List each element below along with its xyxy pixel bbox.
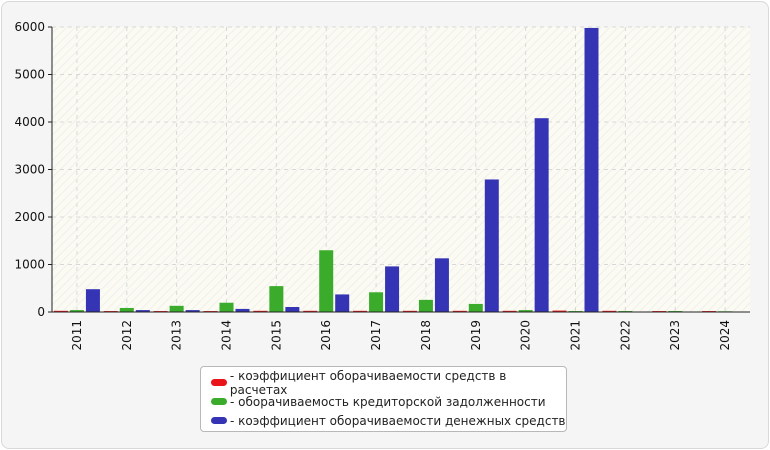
plot-area xyxy=(52,27,750,312)
bar-2017-series-0 xyxy=(353,310,368,312)
bar-2016-series-1 xyxy=(319,250,334,312)
legend-label: - коэффициент оборачиваемости денежных с… xyxy=(230,413,566,428)
bar-2021-series-2 xyxy=(584,27,599,312)
legend-item: - оборачиваемость кредиторской задолженн… xyxy=(211,392,566,411)
bar-2014-series-1 xyxy=(219,302,234,312)
legend: - коэффициент оборачиваемости средств в … xyxy=(200,366,567,432)
x-tick-label: 2011 xyxy=(70,320,84,351)
legend-swatch-blue xyxy=(211,417,227,424)
bar-2011-series-2 xyxy=(85,289,100,312)
y-tick-label: 0 xyxy=(37,305,45,319)
bar-2013-series-1 xyxy=(169,305,184,312)
legend-item: - коэффициент оборачиваемости средств в … xyxy=(211,369,566,397)
bar-2020-series-2 xyxy=(534,118,549,312)
y-tick-label: 4000 xyxy=(14,115,45,129)
legend-label: - коэффициент оборачиваемости средств в … xyxy=(229,368,507,397)
legend-swatch-green xyxy=(211,398,227,405)
bar-2011-series-0 xyxy=(53,310,68,312)
bar-2020-series-1 xyxy=(518,310,533,312)
x-tick-label: 2014 xyxy=(220,320,234,351)
bar-2017-series-1 xyxy=(369,292,384,312)
bar-2014-series-2 xyxy=(235,308,250,312)
legend-swatch-red xyxy=(211,379,227,386)
x-axis-ticks: 2011 2012 2013 2014 2015 2016 2017 2018 2019 2020… xyxy=(70,320,732,351)
bar-2019-series-1 xyxy=(468,303,483,312)
bar-2015-series-1 xyxy=(269,286,284,312)
bar-2016-series-2 xyxy=(335,294,350,312)
bar-2016-series-0 xyxy=(303,310,318,312)
bar-2017-series-2 xyxy=(385,266,400,312)
x-tick-label: 2020 xyxy=(519,320,533,351)
x-tick-label: 2017 xyxy=(369,320,383,351)
bars xyxy=(53,27,733,312)
x-tick-label: 2021 xyxy=(569,320,583,351)
y-axis-ticks: 0 1000 2000 3000 4000 5000 6000 xyxy=(14,20,45,319)
x-tick-label: 2018 xyxy=(419,320,433,351)
legend-label: - оборачиваемость кредиторской задолженн… xyxy=(230,394,546,409)
bar-2018-series-2 xyxy=(434,258,449,312)
x-tick-label: 2022 xyxy=(618,320,632,351)
bar-2019-series-0 xyxy=(452,310,467,312)
bar-2011-series-1 xyxy=(69,310,84,312)
axes xyxy=(48,26,750,313)
y-tick-label: 3000 xyxy=(14,163,45,177)
y-tick-label: 1000 xyxy=(14,258,45,272)
x-tick-label: 2013 xyxy=(170,320,184,351)
bar-2019-series-2 xyxy=(484,179,499,312)
bar-2015-series-2 xyxy=(285,307,300,312)
x-tick-label: 2023 xyxy=(668,320,682,351)
bar-2012-series-1 xyxy=(119,307,134,312)
y-tick-label: 6000 xyxy=(14,20,45,34)
bar-2020-series-0 xyxy=(502,310,517,312)
x-tick-label: 2024 xyxy=(718,320,732,351)
bar-2015-series-0 xyxy=(253,310,268,312)
legend-item: - коэффициент оборачиваемости денежных с… xyxy=(211,411,566,430)
y-tick-label: 5000 xyxy=(14,68,45,82)
bar-2021-series-0 xyxy=(552,310,567,312)
x-tick-label: 2012 xyxy=(120,320,134,351)
x-tick-label: 2016 xyxy=(319,320,333,351)
x-tick-label: 2015 xyxy=(269,320,283,351)
bar-2022-series-0 xyxy=(602,310,617,312)
bar-2012-series-2 xyxy=(135,310,150,312)
bar-2018-series-1 xyxy=(418,299,433,312)
bar-2018-series-0 xyxy=(402,310,417,312)
y-tick-label: 2000 xyxy=(14,210,45,224)
bar-2013-series-2 xyxy=(185,310,200,312)
x-tick-label: 2019 xyxy=(469,320,483,351)
